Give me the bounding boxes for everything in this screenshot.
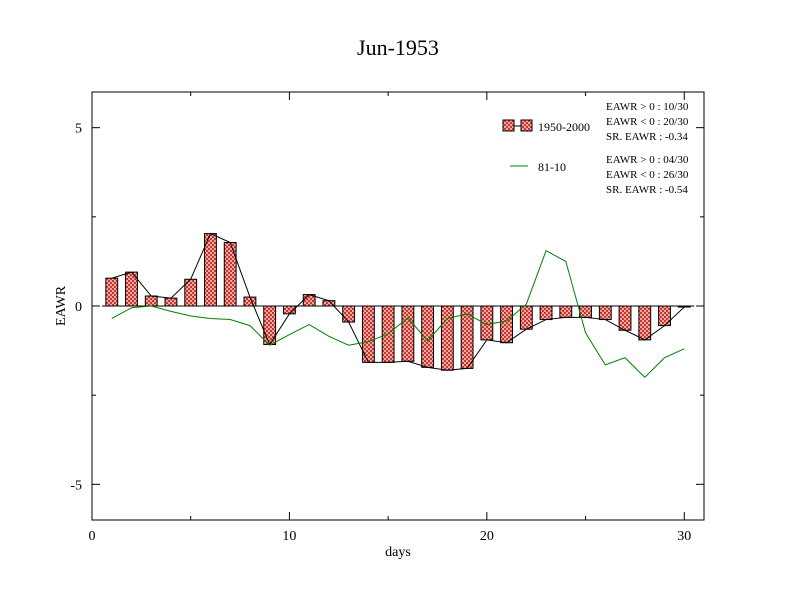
bar-day-6 <box>204 233 217 307</box>
x-tick-label: 10 <box>282 529 296 544</box>
bar-day-19 <box>460 305 474 369</box>
legend-label-81-10: 81-10 <box>538 160 566 174</box>
series-line-81-10 <box>111 250 685 379</box>
y-axis-label: EAWR <box>54 285 69 326</box>
y-tick-label: 0 <box>75 300 82 315</box>
y-tick-label: -5 <box>70 478 82 493</box>
x-tick-label: 0 <box>89 529 96 544</box>
legend-stat-1-2: EAWR < 0 : 20/30 <box>606 116 689 128</box>
bar-day-29 <box>658 305 671 327</box>
chart-title: Jun-1953 <box>357 35 439 60</box>
bar-day-7 <box>223 242 237 307</box>
x-axis-label: days <box>385 545 411 560</box>
bar-day-28 <box>638 305 652 341</box>
x-tick-label: 30 <box>677 529 691 544</box>
bar-day-1 <box>105 277 119 307</box>
bar-day-30 <box>677 305 691 308</box>
bar-day-13 <box>342 305 356 323</box>
bar-day-20 <box>480 305 494 341</box>
legend: 1950-2000 EAWR > 0 : 10/30 EAWR < 0 : 20… <box>502 101 689 196</box>
legend-stat-1-1: EAWR > 0 : 10/30 <box>606 101 689 113</box>
y-tick-label: 5 <box>75 122 82 137</box>
x-tick-label: 20 <box>480 529 494 544</box>
bar-day-26 <box>598 305 612 321</box>
bar-day-24 <box>559 305 573 318</box>
legend-stat-2-2: EAWR < 0 : 26/30 <box>606 169 689 181</box>
bar-day-27 <box>618 305 632 331</box>
legend-swatch-bar-right <box>520 119 533 132</box>
bar-day-22 <box>519 305 533 330</box>
legend-stat-1-3: SR. EAWR : -0.34 <box>606 131 688 143</box>
legend-stat-2-1: EAWR > 0 : 04/30 <box>606 154 689 166</box>
bar-day-23 <box>539 305 553 321</box>
legend-label-1950-2000: 1950-2000 <box>538 120 590 134</box>
bar-day-3 <box>144 295 158 307</box>
legend-stat-2-3: SR. EAWR : -0.54 <box>606 184 688 196</box>
bar-day-16 <box>401 305 415 362</box>
bar-day-21 <box>500 305 514 344</box>
bar-day-8 <box>243 296 257 307</box>
bar-day-4 <box>164 297 178 307</box>
series-line-1950-2000 <box>111 232 685 371</box>
bar-day-18 <box>440 305 454 371</box>
bar-day-25 <box>579 305 592 318</box>
legend-swatch-bar-left <box>502 119 515 132</box>
